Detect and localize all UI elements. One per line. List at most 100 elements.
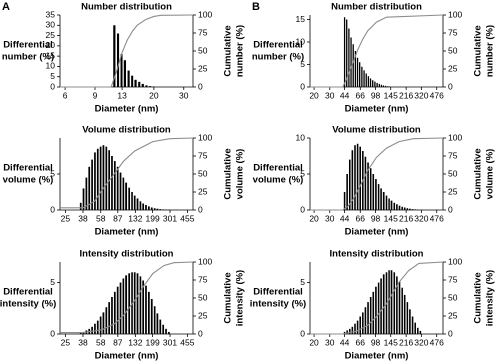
bar: [134, 79, 137, 87]
y-tick-label: 20: [46, 40, 56, 50]
x-tick-label: 476: [430, 213, 444, 223]
x-tick-label: 320: [414, 213, 428, 223]
bar: [142, 280, 145, 334]
bar: [380, 84, 383, 87]
bar: [393, 272, 396, 334]
bar: [145, 285, 147, 334]
x-tick-label: 87: [113, 213, 123, 223]
bar: [356, 143, 359, 210]
y2-tick-label: 75: [198, 27, 208, 37]
bar: [382, 274, 385, 334]
bar: [393, 202, 396, 210]
y2-axis-label: number (%): [235, 25, 246, 77]
bar: [388, 198, 390, 210]
x-tick-label: 216: [399, 213, 413, 223]
bar: [116, 166, 119, 210]
bar: [390, 200, 393, 210]
x-tick-label: 320: [414, 90, 428, 100]
bar: [162, 209, 165, 210]
y-tick-label: 5: [50, 168, 55, 178]
bar: [147, 291, 150, 334]
x-tick-label: 320: [414, 337, 428, 347]
bar: [162, 324, 165, 334]
bar: [406, 302, 409, 334]
bar: [369, 168, 372, 210]
x-tick-label: 9: [93, 90, 98, 100]
bar: [390, 270, 393, 334]
y-tick-label: 0: [50, 204, 55, 214]
y2-axis-label: Cumulative: [223, 148, 234, 199]
y2-tick-label: 100: [198, 256, 212, 266]
y2-tick-label: 50: [198, 292, 208, 302]
x-axis-label: Diameter (nm): [345, 351, 409, 362]
x-tick-label: 132: [128, 213, 142, 223]
x-tick-label: 44: [340, 213, 350, 223]
x-tick-label: 145: [384, 213, 398, 223]
bar: [386, 86, 389, 87]
bar: [414, 322, 416, 334]
bar: [401, 206, 403, 210]
bar: [119, 282, 122, 334]
y2-tick-label: 50: [198, 45, 208, 55]
bar: [409, 309, 411, 334]
x-tick-label: 30: [179, 90, 189, 100]
bar: [139, 201, 142, 210]
bar: [354, 51, 357, 87]
y2-axis-label: Cumulative: [473, 148, 484, 199]
bar: [122, 177, 125, 210]
y2-tick-label: 50: [448, 168, 458, 178]
bar: [108, 302, 110, 334]
y-axis-label: intensity (%): [250, 299, 306, 310]
x-tick-label: 20: [309, 213, 319, 223]
x-axis-label: Diameter (nm): [95, 104, 159, 115]
bar: [94, 323, 96, 334]
y2-tick-label: 100: [198, 9, 212, 19]
bar: [156, 208, 159, 210]
chart-title: Intensity distribution: [330, 249, 424, 260]
bar: [375, 179, 377, 210]
x-tick-label: 199: [146, 213, 160, 223]
y-tick-label: 30: [46, 20, 56, 30]
x-tick-label: 98: [371, 337, 381, 347]
y-axis-label: intensity (%): [0, 299, 56, 310]
bar: [113, 161, 116, 210]
bar: [380, 188, 382, 210]
bar: [372, 291, 375, 334]
x-tick-label: 20: [149, 90, 159, 100]
bar: [359, 316, 361, 334]
y-tick-label: 15: [46, 50, 56, 60]
x-tick-label: 66: [356, 213, 366, 223]
y-tick-label: 10: [46, 61, 56, 71]
bar: [367, 76, 370, 87]
y2-tick-label: 25: [198, 63, 208, 73]
bar: [133, 195, 136, 210]
bar: [145, 85, 148, 87]
x-tick-label: 20: [309, 337, 319, 347]
y2-tick-label: 0: [448, 204, 453, 214]
bar: [159, 209, 162, 210]
x-tick-label: 476: [430, 90, 444, 100]
bar: [377, 184, 380, 210]
y2-tick-label: 75: [198, 150, 208, 160]
bar: [403, 294, 406, 334]
bar: [123, 60, 127, 87]
chart-title: Intensity distribution: [80, 249, 174, 260]
y2-axis-label: Cumulative: [223, 272, 234, 323]
bar: [79, 332, 82, 334]
bar: [120, 54, 123, 87]
x-tick-label: 38: [78, 213, 88, 223]
bar: [88, 166, 91, 210]
y2-axis-label: number (%): [485, 25, 496, 77]
bar: [362, 312, 364, 334]
y2-tick-label: 100: [448, 132, 462, 142]
bar: [343, 192, 346, 210]
y-axis-label: Differential: [253, 40, 303, 51]
y-tick-label: 5: [300, 277, 305, 287]
x-tick-label: 455: [180, 213, 194, 223]
bar: [343, 17, 346, 87]
bar: [111, 156, 113, 210]
x-axis-label: Diameter (nm): [95, 227, 159, 238]
bar: [99, 316, 102, 334]
bar: [96, 320, 99, 334]
bar: [141, 83, 144, 87]
